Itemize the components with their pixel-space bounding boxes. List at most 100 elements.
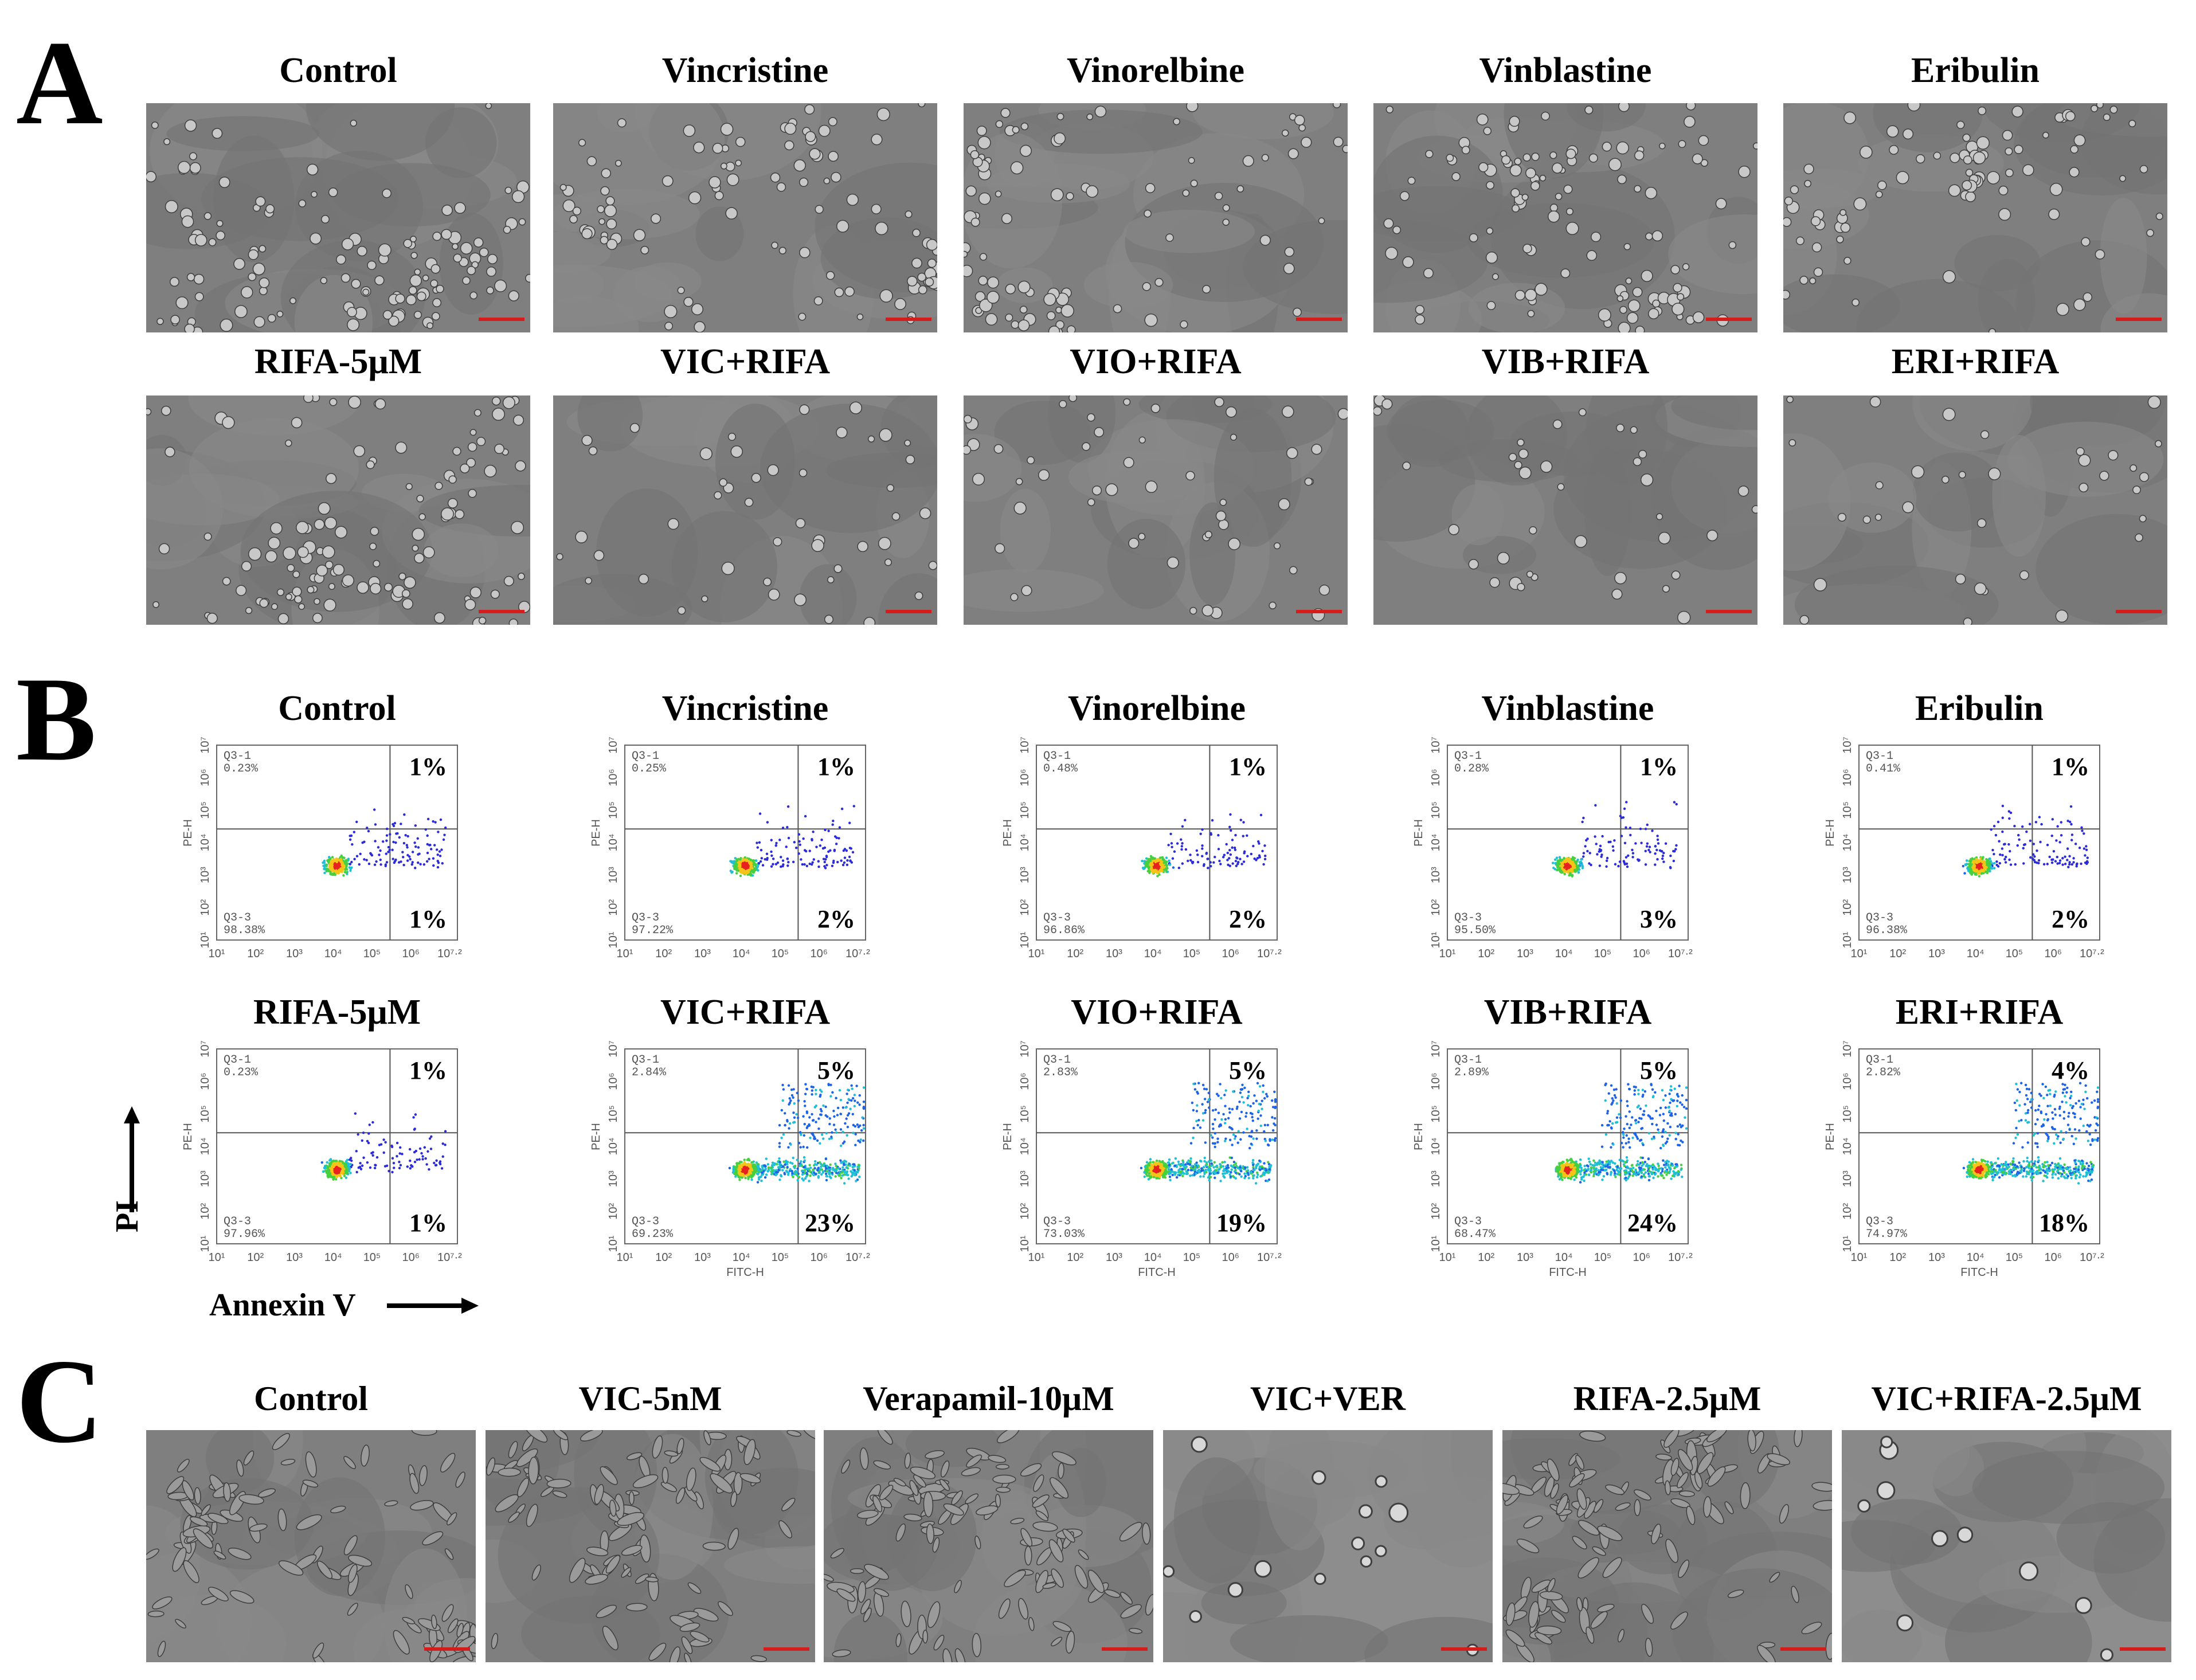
gate-ll-value: 96.86% [1043,924,1085,937]
x-tick-label: 10⁵ [363,1251,381,1264]
x-tick-label: 10⁷·² [1668,947,1693,960]
pe-axis-label: PE-H [1824,1123,1837,1150]
flow-plot-frame [1858,1048,2100,1244]
gate-ul-value: 0.41% [1866,762,1901,776]
x-tick-label: 10³ [1517,1251,1533,1264]
x-tick-label: 10⁷·² [437,947,462,960]
panel-a-title2-4: ERI+RIFA [1891,342,2060,381]
x-tick-label: 10⁶ [1633,947,1650,960]
panel-letter-a: A [16,17,103,150]
gate-ll-name: Q3-3 [1454,1215,1482,1228]
micrograph-c-0 [146,1430,476,1662]
micrograph-a-row2-4 [1783,395,2167,625]
x-tick-label: 10⁵ [772,947,789,960]
fitc-axis-label: FITC-H [1549,1266,1587,1279]
panel-c-title-2: Verapamil-10μM [863,1380,1114,1417]
annexin-axis-arrow [387,1298,479,1314]
panel-b-title-2: Vinorelbine [1067,689,1246,728]
x-tick-label: 10³ [1106,947,1122,960]
gate-ll-value: 97.22% [632,924,674,937]
gate-ll-value: 68.47% [1454,1228,1496,1241]
x-tick-label: 10⁷·² [845,947,870,960]
gate-ll-name: Q3-3 [224,911,251,925]
x-tick-label: 10⁷·² [1257,947,1282,960]
panel-a-title2-3: VIB+RIFA [1481,342,1650,381]
x-tick-label: 10² [247,1251,264,1264]
pe-axis-label: PE-H [1412,819,1425,847]
y-tick-label: 10⁶ [1019,769,1031,786]
flow-plot-row1-4: Q3-1 0.41% Q3-3 96.38% 1% 2% 10¹ 10² 10³ 10⁴ 10⁵ 10… [1819,728,2123,989]
gate-ll-value: 96.38% [1866,924,1908,937]
gate-ul-name: Q3-1 [224,1054,251,1067]
x-tick-label: 10⁵ [2006,1251,2023,1264]
x-tick-label: 10⁴ [1144,947,1162,960]
y-tick-label: 10⁴ [1430,1138,1442,1156]
x-tick-label: 10⁶ [402,947,419,960]
gate-ul-value: 2.83% [1043,1066,1078,1079]
y-tick-label: 10¹ [199,931,212,948]
quadrant-lr-percent: 24% [1627,1209,1678,1237]
gate-ul-name: Q3-1 [1454,750,1482,763]
y-tick-label: 10⁶ [199,769,212,786]
y-tick-label: 10⁶ [1430,1072,1442,1090]
x-tick-label: 10³ [1106,1251,1122,1264]
x-tick-label: 10⁷·² [437,1251,462,1264]
x-tick-label: 10² [1478,947,1494,960]
gate-ll-name: Q3-3 [1043,1215,1071,1228]
quadrant-ur-percent: 1% [409,1056,447,1084]
y-tick-label: 10⁷ [607,737,620,753]
y-tick-label: 10⁵ [1430,1105,1442,1123]
y-tick-label: 10⁵ [607,801,620,819]
y-tick-label: 10⁵ [1430,801,1442,819]
quadrant-ur-percent: 5% [1640,1056,1678,1084]
y-tick-label: 10⁷ [1430,1040,1442,1057]
pe-axis-label: PE-H [1001,819,1014,847]
quadrant-lr-percent: 18% [2039,1209,2089,1237]
x-tick-label: 10⁵ [363,947,381,960]
y-tick-label: 10⁴ [1019,1138,1031,1156]
x-tick-label: 10⁷·² [1257,1251,1282,1264]
flow-plot-row1-1: Q3-1 0.25% Q3-3 97.22% 1% 2% 10¹ 10² 10³ 10⁴ 10⁵ 10… [585,728,888,989]
y-tick-label: 10¹ [199,1235,212,1252]
gate-ll-value: 69.23% [632,1228,674,1241]
y-tick-label: 10⁷ [1430,737,1442,753]
y-tick-label: 10⁷ [1841,737,1854,753]
y-tick-label: 10² [1841,899,1854,916]
panel-b-title2-0: RIFA-5μM [253,993,421,1032]
x-tick-label: 10² [1067,1251,1083,1264]
pe-axis-label: PE-H [590,819,602,847]
panel-a-title-1: Vincristine [661,51,829,90]
x-tick-label: 10⁶ [810,947,827,960]
y-tick-label: 10⁷ [1019,737,1031,753]
gate-ul-name: Q3-1 [632,1054,659,1067]
y-tick-label: 10² [199,1203,212,1220]
y-tick-label: 10⁶ [1019,1072,1031,1090]
x-tick-label: 10¹ [617,1251,633,1264]
gate-ul-name: Q3-1 [1866,750,1893,763]
y-tick-label: 10³ [199,1170,212,1187]
panel-b-title-3: Vinblastine [1481,689,1654,728]
x-tick-label: 10³ [694,1251,711,1264]
scale-bar [1780,1647,1826,1651]
micrograph-a-row2-1 [553,395,937,625]
y-tick-label: 10⁵ [607,1105,620,1123]
scale-bar [1441,1647,1487,1651]
y-tick-label: 10³ [199,867,212,883]
micrograph-c-3 [1163,1430,1493,1662]
x-tick-label: 10⁴ [733,1251,750,1264]
y-tick-label: 10⁵ [199,801,212,819]
quadrant-ur-percent: 5% [817,1056,855,1084]
fitc-axis-label: FITC-H [726,1266,764,1279]
micrograph-c-4 [1502,1430,1832,1662]
pe-axis-label: PE-H [182,819,194,847]
gate-ll-name: Q3-3 [224,1215,251,1228]
micrograph-a-row1-2 [964,103,1348,332]
x-tick-label: 10³ [1928,947,1945,960]
y-tick-label: 10⁶ [607,769,620,786]
gate-ll-name: Q3-3 [632,911,659,925]
panel-a-title2-1: VIC+RIFA [660,342,830,381]
x-tick-label: 10¹ [209,1251,225,1264]
micrograph-a-row1-0 [146,103,530,332]
y-tick-label: 10³ [607,867,620,883]
flow-plot-frame [1036,1048,1278,1244]
